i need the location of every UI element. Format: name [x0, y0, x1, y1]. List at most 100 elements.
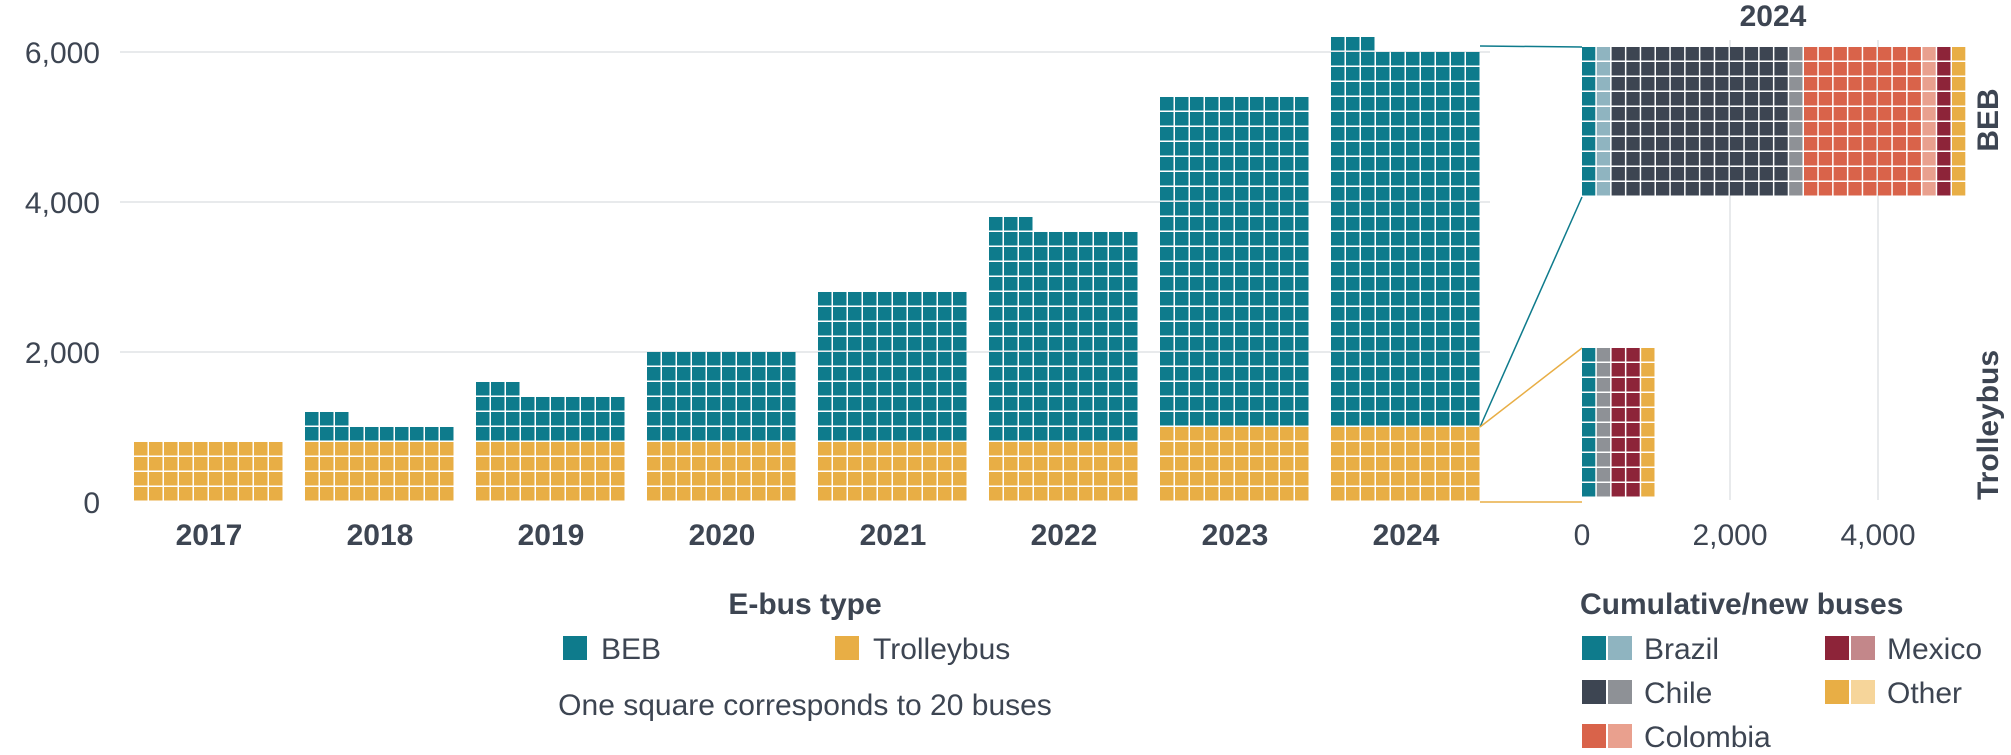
waffle-cell [1049, 397, 1063, 411]
waffle-cell [506, 472, 520, 486]
waffle-cell [1049, 292, 1063, 306]
side-cell-chile [1656, 137, 1670, 151]
waffle-cell [1280, 187, 1294, 201]
waffle-cell [1331, 352, 1345, 366]
waffle-cell [1004, 262, 1018, 276]
waffle-cell [1205, 382, 1219, 396]
waffle-cell [953, 427, 967, 441]
side-x-tick-label: 0 [1574, 519, 1591, 552]
waffle-cell [1346, 67, 1360, 81]
waffle-cell [224, 472, 238, 486]
waffle-cell [1406, 142, 1420, 156]
side-cell-mexico [1626, 348, 1640, 362]
side-cell-colombia [1833, 47, 1847, 61]
waffle-cell [395, 487, 409, 501]
side-cell-chile [1744, 62, 1759, 76]
waffle-cell [1451, 97, 1465, 111]
waffle-cell [536, 397, 550, 411]
waffle-cell [1451, 472, 1465, 486]
waffle-cell [1220, 97, 1234, 111]
waffle-cell [380, 472, 394, 486]
waffle-cell [1436, 292, 1450, 306]
side-cell-other [1952, 122, 1966, 136]
side-cell-colombia [1833, 152, 1847, 166]
waffle-cell-new [491, 382, 505, 396]
side-cell-chile [1611, 122, 1625, 136]
waffle-cell [1250, 157, 1264, 171]
waffle-cell [1250, 337, 1264, 351]
waffle-cell [1406, 412, 1420, 426]
legend-swatch-new-brazil [1608, 636, 1632, 660]
side-cell-colombia [1863, 62, 1877, 76]
waffle-cell [848, 292, 862, 306]
side-cell-colombia [1907, 77, 1921, 91]
waffle-cell [1331, 67, 1345, 81]
waffle-cell [1049, 427, 1063, 441]
waffle-cell [1064, 337, 1078, 351]
side-cell-chile [1641, 122, 1655, 136]
y-tick-label: 0 [83, 487, 100, 520]
side-cell-chile [1641, 47, 1655, 61]
waffle-cell [1205, 337, 1219, 351]
side-cell-mexico [1626, 483, 1640, 497]
waffle-bar-2021 [818, 292, 967, 501]
waffle-cell [1220, 487, 1234, 501]
waffle-cell [1205, 97, 1219, 111]
waffle-cell [1295, 397, 1309, 411]
waffle-cell [989, 277, 1003, 291]
waffle-cell [1346, 172, 1360, 186]
side-cell-chile [1656, 92, 1670, 106]
waffle-cell [818, 397, 832, 411]
side-cell-chile [1670, 167, 1685, 181]
waffle-cell [1124, 487, 1138, 501]
side-cell-colombia [1892, 152, 1907, 166]
waffle-cell [1466, 262, 1480, 276]
waffle-cell [1235, 172, 1249, 186]
waffle-cell [1205, 472, 1219, 486]
side-cell-mexico [1937, 47, 1951, 61]
waffle-cell [1265, 202, 1279, 216]
waffle-cell [611, 412, 625, 426]
side-cell-chile [1700, 77, 1714, 91]
waffle-bar-2017 [134, 442, 283, 501]
waffle-cell [1094, 397, 1108, 411]
waffle-cell [989, 457, 1003, 471]
waffle-cell [1175, 277, 1189, 291]
waffle-cell [893, 427, 907, 441]
waffle-cell [1064, 397, 1078, 411]
side-cell-colombia [1863, 122, 1877, 136]
waffle-cell [1160, 337, 1174, 351]
side-cell-mexico [1937, 92, 1951, 106]
waffle-cell [149, 457, 163, 471]
waffle-cell [1436, 67, 1450, 81]
connector-beb-top [1479, 45, 1583, 48]
side-cell-chile [1626, 152, 1640, 166]
side-cell-colombia [1922, 107, 1936, 121]
side-cell-chile [1744, 107, 1759, 121]
side-cell-mexico [1626, 438, 1640, 452]
waffle-cell [1391, 187, 1405, 201]
waffle-cell [989, 472, 1003, 486]
waffle-cell [1466, 172, 1480, 186]
waffle-cell [1406, 127, 1420, 141]
waffle-cell [1220, 202, 1234, 216]
waffle-cell [737, 397, 751, 411]
waffle-cell [149, 487, 163, 501]
waffle-cell [335, 427, 349, 441]
side-cell-brazil [1596, 137, 1611, 151]
waffle-cell [1124, 232, 1138, 246]
waffle-cell [1361, 487, 1375, 501]
waffle-cell [938, 427, 952, 441]
waffle-cell [1391, 82, 1405, 96]
waffle-cell [1451, 352, 1465, 366]
side-cell-chile [1730, 137, 1744, 151]
waffle-cell [908, 427, 922, 441]
waffle-cell [989, 307, 1003, 321]
waffle-cell [1451, 247, 1465, 261]
waffle-cell [1235, 292, 1249, 306]
waffle-cell [1466, 202, 1480, 216]
waffle-cell [1160, 442, 1174, 456]
waffle-cell [1346, 232, 1360, 246]
waffle-cell [1421, 127, 1435, 141]
